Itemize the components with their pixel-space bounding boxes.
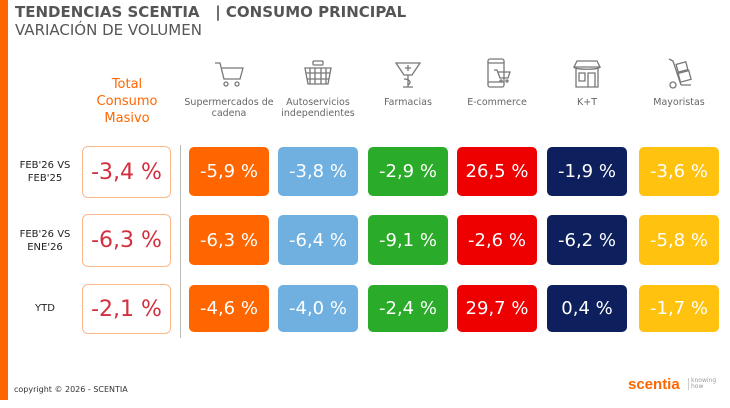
total-value-box: -2,1 % <box>82 284 171 334</box>
value-cell: -2,4 % <box>368 285 448 332</box>
column-header: Farmacias <box>360 55 456 108</box>
column-label: E-commerce <box>467 97 527 108</box>
basket-icon <box>304 60 332 85</box>
total-header-line: Masivo <box>104 111 150 126</box>
column-header: Supermercados de cadena <box>181 55 277 119</box>
column-label: Supermercados de cadena <box>184 97 274 119</box>
page-subtitle: VARIACIÓN DE VOLUMEN <box>15 21 202 39</box>
value-cell: -5,9 % <box>189 147 269 196</box>
value-cell: -2,6 % <box>457 215 537 265</box>
column-label: Autoservicios independientes <box>281 97 355 119</box>
column-header: E-commerce <box>449 55 545 108</box>
value-cell: -3,8 % <box>278 147 358 196</box>
total-value-box: -6,3 % <box>82 214 171 267</box>
total-value-box: -3,4 % <box>82 146 171 198</box>
value-cell: -1,7 % <box>639 285 719 332</box>
hand-truck-icon <box>668 58 692 89</box>
shopping-cart-icon <box>215 62 244 87</box>
scentia-logo: scentia <box>628 376 680 393</box>
value-cell: -1,9 % <box>547 147 627 196</box>
row-label: FEB'26 VS ENE'26 <box>19 228 71 253</box>
value-cell: 0,4 % <box>547 285 627 332</box>
page-title: TENDENCIAS SCENTIA | CONSUMO PRINCIPAL <box>15 3 407 21</box>
column-label: Mayoristas <box>653 97 705 108</box>
column-label: K+T <box>577 97 597 108</box>
value-cell: -6,2 % <box>547 215 627 265</box>
column-header: Autoservicios independientes <box>270 55 366 119</box>
value-cell: -4,0 % <box>278 285 358 332</box>
value-cell: -6,3 % <box>189 215 269 265</box>
value-cell: -9,1 % <box>368 215 448 265</box>
total-header-line: Consumo <box>96 94 158 109</box>
phone-cart-icon <box>487 58 511 88</box>
divider <box>180 145 181 338</box>
logo-tagline: knowing how <box>688 378 716 390</box>
value-cell: -5,8 % <box>639 215 719 265</box>
row-label: YTD <box>35 303 55 314</box>
total-header-line: Total <box>111 77 143 92</box>
value-cell: -3,6 % <box>639 147 719 196</box>
value-cell: -6,4 % <box>278 215 358 265</box>
column-header: Mayoristas <box>631 55 727 108</box>
value-cell: 29,7 % <box>457 285 537 332</box>
total-header: Total Consumo Masivo <box>82 76 172 127</box>
pharmacy-icon <box>394 62 422 88</box>
accent-bar <box>0 0 8 400</box>
column-header: K+T <box>539 55 635 108</box>
value-cell: -2,9 % <box>368 147 448 196</box>
store-icon <box>572 60 602 88</box>
value-cell: 26,5 % <box>457 147 537 196</box>
row-label: FEB'26 VS FEB'25 <box>19 160 71 184</box>
value-cell: -4,6 % <box>189 285 269 332</box>
copyright: copyright © 2026 - SCENTIA <box>14 385 128 394</box>
column-label: Farmacias <box>384 97 432 108</box>
